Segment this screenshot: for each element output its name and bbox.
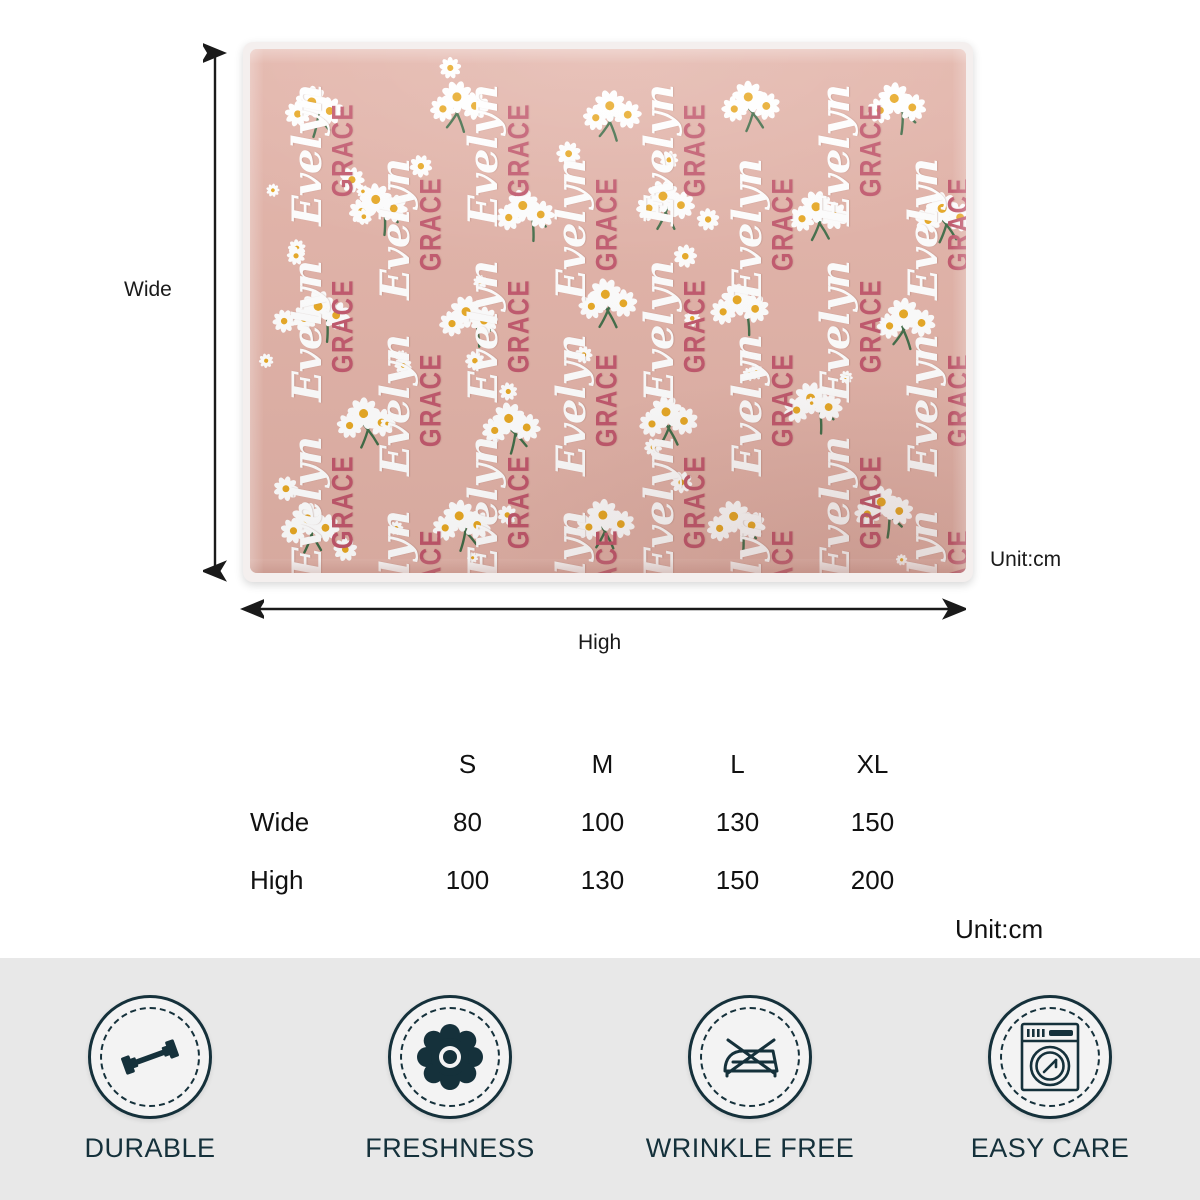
flower-icon xyxy=(417,1023,483,1090)
freshness-badge xyxy=(388,994,512,1119)
pattern-script-name: Evelyn xyxy=(284,261,331,402)
column-header-xl: XL xyxy=(856,748,889,779)
cell-high-xl: 200 xyxy=(850,864,895,895)
pattern-block-name: GRACE xyxy=(942,529,966,573)
pattern-script-name: Evelyn xyxy=(372,335,419,476)
pattern-script-name: Evelyn xyxy=(812,261,859,402)
feature-label-easy-care: EASY CARE xyxy=(970,1132,1130,1163)
product-diagram: Evelyn GRACE Evelyn GRACE Evelyn GRACE Evelyn G… xyxy=(124,36,1062,654)
pattern-block-name: GRACE xyxy=(502,103,536,198)
pattern-script-name: Evelyn xyxy=(636,261,683,402)
feature-wrinkle-free: WRINKLE FREE xyxy=(605,994,895,1164)
table-row: High 100 130 150 200 xyxy=(240,851,940,909)
do-not-iron-icon xyxy=(723,1038,779,1077)
feature-durable: DURABLE xyxy=(5,994,295,1164)
feature-freshness: FRESHNESS xyxy=(305,994,595,1164)
feature-label-freshness: FRESHNESS xyxy=(365,1132,535,1163)
row-label-high: High xyxy=(250,864,304,895)
pattern-script-name: Evelyn xyxy=(460,437,507,573)
pattern-block-name: GRACE xyxy=(766,529,801,573)
cell-wide-xl: 150 xyxy=(850,806,895,837)
pattern-script-name: Evelyn xyxy=(284,85,331,226)
cell-high-s: 100 xyxy=(445,864,490,895)
pattern-block-name: GRACE xyxy=(414,353,448,448)
pattern-script-name: Evelyn xyxy=(548,159,595,300)
pattern-block-name: GRACE xyxy=(942,353,966,448)
wide-dimension-label: Wide xyxy=(124,278,172,301)
durable-badge xyxy=(88,994,212,1119)
feature-label-wrinkle-free: WRINKLE FREE xyxy=(645,1132,855,1163)
cell-wide-m: 100 xyxy=(580,806,625,837)
pattern-script-name: Evelyn xyxy=(636,437,683,573)
blanket-illustration: Evelyn GRACE Evelyn GRACE Evelyn GRACE Evelyn G… xyxy=(243,42,973,582)
pattern-block-name: GRACE xyxy=(590,529,625,573)
pattern-script-name: Evelyn xyxy=(900,511,947,573)
size-table-section: S M L XL Wide 80 100 130 150 High 100 13 xyxy=(0,700,1200,958)
pattern-block-name: GRACE xyxy=(678,455,712,550)
pattern-block-name: GRACE xyxy=(766,177,800,272)
pattern-block-name: GRACE xyxy=(326,279,360,374)
pattern-block-name: GRACE xyxy=(502,279,536,374)
wrinkle-free-badge xyxy=(688,994,812,1119)
pattern-script-name: Evelyn xyxy=(900,159,947,300)
pattern-block-name: GRACE xyxy=(502,455,536,550)
pattern-script-name: Evelyn xyxy=(812,437,859,573)
table-unit-label: Unit:cm xyxy=(955,914,1044,944)
blanket-surface: Evelyn GRACE Evelyn GRACE Evelyn GRACE Evelyn G… xyxy=(250,49,966,573)
pattern-block-name: GRACE xyxy=(590,177,624,272)
feature-label-durable: DURABLE xyxy=(84,1132,216,1163)
pattern-script-name: Evelyn xyxy=(724,159,771,300)
pattern-block-name: GRACE xyxy=(326,103,360,198)
table-corner-cell xyxy=(240,735,400,793)
washing-machine-icon xyxy=(1020,1022,1080,1091)
pattern-script-name: Evelyn xyxy=(900,335,947,476)
table-row: Wide 80 100 130 150 xyxy=(240,793,940,851)
pattern-script-name: Evelyn xyxy=(724,511,771,573)
diagram-unit-label: Unit:cm xyxy=(990,548,1062,571)
pattern-script-name: Evelyn xyxy=(548,511,595,573)
pattern-block-name: GRACE xyxy=(678,103,712,198)
cell-high-m: 130 xyxy=(580,864,625,895)
table-header-row: S M L XL xyxy=(240,735,940,793)
size-table: S M L XL Wide 80 100 130 150 High 100 13 xyxy=(240,735,940,909)
row-label-wide: Wide xyxy=(250,806,310,837)
pattern-block-name: GRACE xyxy=(942,177,966,272)
pattern-block-name: GRACE xyxy=(590,353,624,448)
pattern-block-name: GRACE xyxy=(414,177,448,272)
blanket-pattern: Evelyn GRACE Evelyn GRACE Evelyn GRACE Evelyn G… xyxy=(250,49,966,573)
horizontal-dimension-arrow xyxy=(238,594,968,624)
high-dimension-label: High xyxy=(578,631,622,654)
pattern-script-name: Evelyn xyxy=(548,335,595,476)
cell-wide-l: 130 xyxy=(715,806,760,837)
features-band: DURABLE FRESHNESS xyxy=(0,958,1200,1200)
column-header-m: M xyxy=(591,748,614,779)
column-header-s: S xyxy=(458,748,477,779)
pattern-block-name: GRACE xyxy=(326,455,360,550)
pattern-script-name: Evelyn xyxy=(812,85,859,226)
pattern-script-name: Evelyn xyxy=(372,159,419,300)
cell-high-l: 150 xyxy=(715,864,760,895)
dumbbell-icon xyxy=(121,1038,179,1075)
pattern-block-name: GRACE xyxy=(414,529,449,573)
pattern-block-name: GRACE xyxy=(854,279,888,374)
pattern-block-name: GRACE xyxy=(854,455,888,550)
pattern-script-name: Evelyn xyxy=(636,85,683,226)
easy-care-badge xyxy=(988,994,1112,1119)
feature-easy-care: EASY CARE xyxy=(905,994,1195,1164)
pattern-script-name: Evelyn xyxy=(284,437,331,573)
pattern-block-name: GRACE xyxy=(678,279,712,374)
cell-wide-s: 80 xyxy=(453,806,482,837)
pattern-block-name: GRACE xyxy=(766,353,800,448)
pattern-script-name: Evelyn xyxy=(724,335,771,476)
pattern-script-name: Evelyn xyxy=(460,261,507,402)
pattern-script-name: Evelyn xyxy=(460,85,507,226)
column-header-l: L xyxy=(730,748,745,779)
pattern-block-name: GRACE xyxy=(854,103,888,198)
pattern-script-name: Evelyn xyxy=(372,511,419,573)
vertical-dimension-arrow xyxy=(200,36,232,588)
